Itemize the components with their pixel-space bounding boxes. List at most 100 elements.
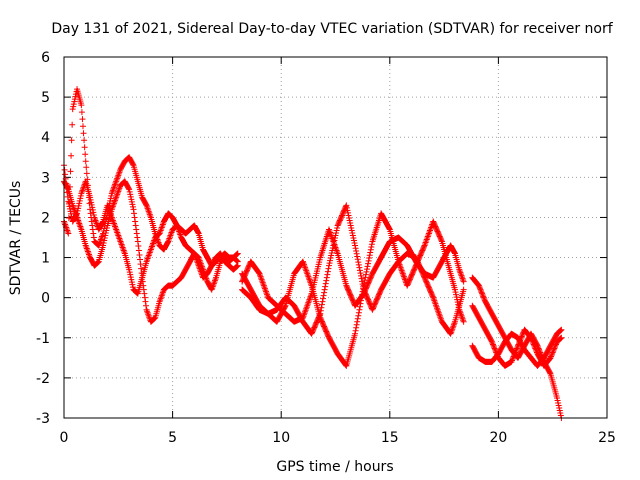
data-point bbox=[549, 350, 556, 357]
data-point bbox=[133, 230, 140, 237]
data-point bbox=[377, 289, 384, 296]
data-point bbox=[460, 318, 467, 325]
x-tick-label: 5 bbox=[168, 430, 177, 446]
data-point bbox=[125, 185, 132, 192]
data-point bbox=[512, 349, 519, 356]
data-point bbox=[344, 285, 351, 292]
data-point bbox=[352, 327, 359, 334]
data-point bbox=[551, 344, 558, 351]
data-point bbox=[512, 348, 519, 355]
data-point bbox=[452, 289, 459, 296]
data-point bbox=[132, 222, 139, 229]
data-point bbox=[76, 200, 83, 207]
data-point bbox=[554, 397, 561, 404]
data-point bbox=[313, 319, 320, 326]
data-point bbox=[316, 311, 323, 318]
data-point bbox=[234, 258, 241, 265]
data-point bbox=[349, 297, 356, 304]
data-point bbox=[141, 294, 148, 301]
data-point bbox=[365, 257, 372, 264]
data-point bbox=[405, 280, 412, 287]
data-point bbox=[364, 263, 371, 270]
data-point bbox=[88, 218, 95, 225]
data-point bbox=[340, 208, 347, 215]
data-point bbox=[87, 210, 94, 217]
data-point bbox=[420, 245, 427, 252]
data-point bbox=[90, 211, 97, 218]
data-point bbox=[355, 259, 362, 266]
data-point bbox=[137, 261, 144, 268]
data-point bbox=[419, 246, 426, 253]
data-point bbox=[352, 242, 359, 249]
data-point bbox=[142, 201, 149, 208]
data-point bbox=[322, 280, 329, 287]
data-point bbox=[61, 166, 68, 173]
data-point bbox=[411, 265, 418, 272]
data-point bbox=[68, 210, 75, 217]
data-point bbox=[437, 234, 444, 241]
data-point bbox=[434, 228, 441, 235]
data-point bbox=[310, 325, 317, 332]
data-point bbox=[127, 271, 134, 278]
data-point bbox=[343, 283, 350, 290]
data-point bbox=[362, 286, 369, 293]
data-point bbox=[531, 342, 538, 349]
data-point bbox=[386, 225, 393, 232]
data-point bbox=[242, 271, 249, 278]
data-point bbox=[476, 285, 483, 292]
data-point bbox=[99, 219, 106, 226]
y-tick-label: 6 bbox=[41, 50, 50, 66]
x-tick-label: 0 bbox=[60, 430, 69, 446]
data-point bbox=[425, 284, 432, 291]
data-point bbox=[360, 290, 367, 297]
data-point bbox=[83, 170, 90, 177]
data-point bbox=[132, 218, 139, 225]
data-point bbox=[410, 267, 417, 274]
data-point bbox=[64, 193, 71, 200]
data-point bbox=[243, 267, 250, 274]
data-point bbox=[356, 267, 363, 274]
data-point bbox=[407, 273, 414, 280]
data-point bbox=[315, 314, 322, 321]
data-point bbox=[550, 346, 557, 353]
data-point bbox=[63, 184, 70, 191]
data-point bbox=[310, 327, 317, 334]
data-point bbox=[356, 303, 363, 310]
data-point bbox=[493, 349, 500, 356]
data-point bbox=[134, 238, 141, 245]
data-point bbox=[69, 106, 76, 113]
data-point bbox=[375, 292, 382, 299]
data-point bbox=[367, 274, 374, 281]
data-point bbox=[346, 288, 353, 295]
data-point bbox=[129, 201, 136, 208]
data-point bbox=[366, 255, 373, 262]
data-point bbox=[101, 237, 108, 244]
data-point bbox=[233, 263, 240, 270]
data-point bbox=[65, 230, 72, 237]
data-point bbox=[557, 409, 564, 416]
data-point bbox=[127, 191, 134, 198]
data-point bbox=[129, 284, 136, 291]
data-point bbox=[423, 278, 430, 285]
data-point bbox=[324, 271, 331, 278]
data-point bbox=[108, 192, 115, 199]
data-point bbox=[489, 341, 496, 348]
data-point bbox=[67, 208, 74, 215]
y-tick-label: 3 bbox=[41, 170, 50, 186]
data-point bbox=[516, 338, 523, 345]
data-point bbox=[318, 304, 325, 311]
data-point bbox=[356, 306, 363, 313]
data-point bbox=[323, 274, 330, 281]
data-point bbox=[336, 217, 343, 224]
data-point bbox=[357, 270, 364, 277]
data-point bbox=[365, 297, 372, 304]
data-point bbox=[135, 243, 142, 250]
data-point bbox=[345, 212, 352, 219]
data-point bbox=[320, 295, 327, 302]
data-point bbox=[89, 206, 96, 213]
data-point bbox=[417, 252, 424, 259]
data-point bbox=[135, 247, 142, 254]
data-point bbox=[361, 288, 368, 295]
data-point bbox=[346, 214, 353, 221]
data-point bbox=[410, 268, 417, 275]
